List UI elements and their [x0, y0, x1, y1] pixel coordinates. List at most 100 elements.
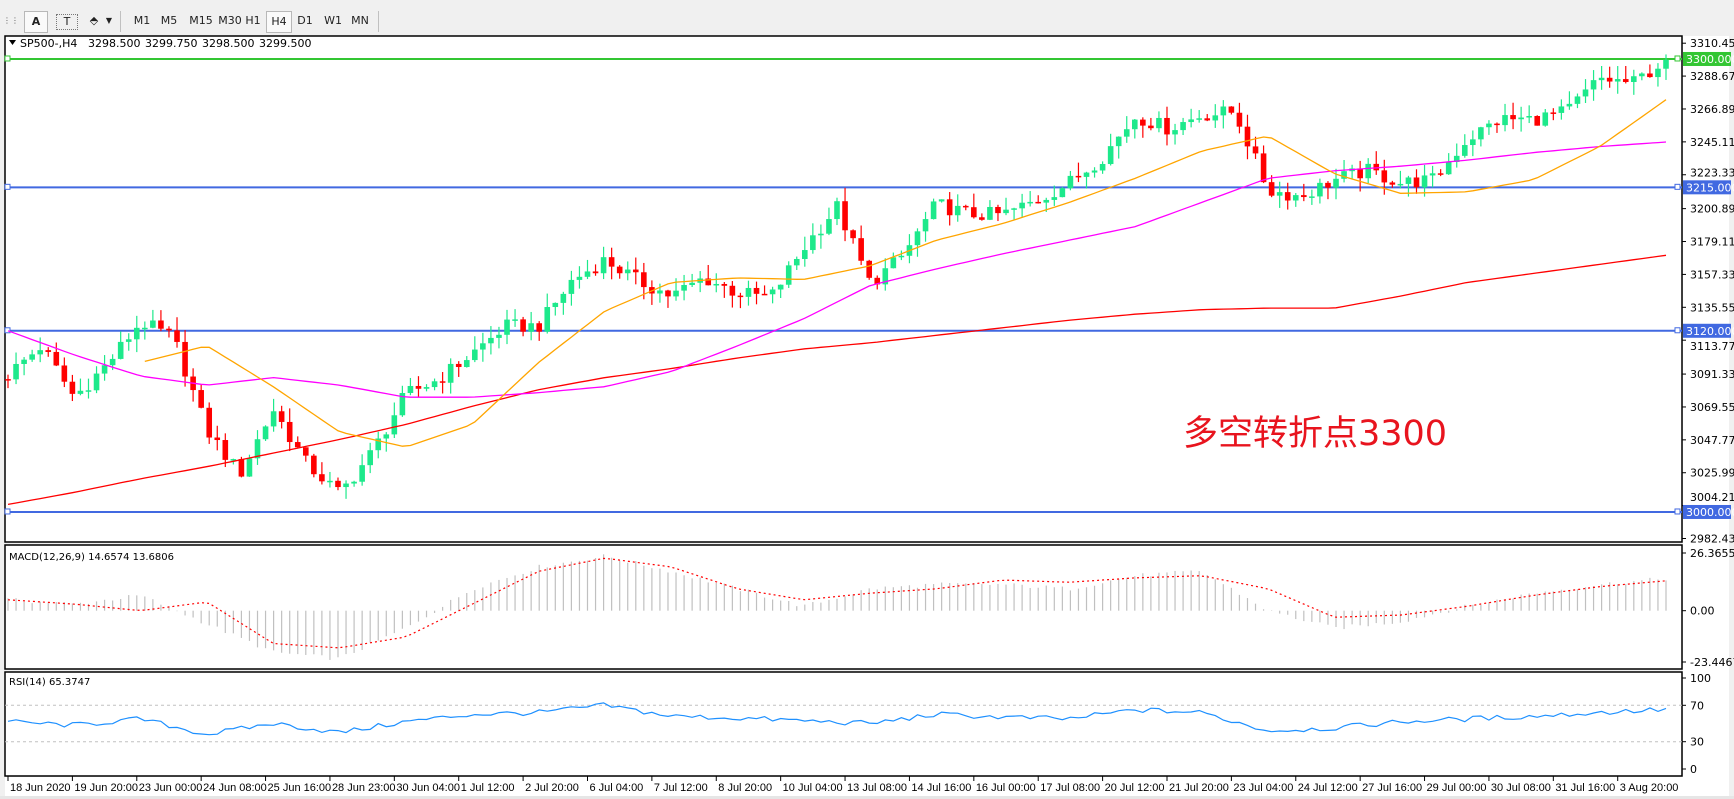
chart-area[interactable]: 3310.450 3288.670 3266.890 3245.110 3223.330…	[0, 35, 1734, 797]
candle-body	[302, 447, 309, 456]
price-axis-label: 3113.770	[1690, 340, 1734, 353]
timeframe-mn-button[interactable]: MN	[351, 14, 369, 27]
candle-body	[1188, 119, 1194, 123]
candle-body	[1260, 153, 1267, 183]
candle-body	[1075, 175, 1082, 178]
candle-body	[1510, 115, 1516, 120]
collapse-triangle-icon[interactable]	[9, 40, 16, 45]
toolbar-grip-icon[interactable]: ⋮⋮	[3, 16, 19, 25]
candle-body	[1606, 77, 1613, 82]
candle-body	[745, 287, 752, 297]
candle-body	[665, 290, 671, 297]
candle-body	[391, 415, 398, 435]
candle-body	[21, 359, 27, 364]
candle-body	[463, 360, 470, 368]
time-axis-label: 31 Jul 16:00	[1555, 782, 1615, 794]
level-handle[interactable]	[1674, 508, 1681, 515]
time-axis-label: 30 Jun 04:00	[396, 782, 460, 794]
timeframe-m15-button[interactable]: M15	[189, 14, 213, 27]
time-axis-label: 23 Jun 00:00	[139, 782, 203, 794]
candle-body	[109, 358, 116, 366]
candle-body	[608, 257, 615, 267]
candle-body	[319, 474, 325, 482]
candle-body	[1204, 118, 1211, 121]
candle-body	[133, 327, 140, 340]
time-axis-label: 10 Jul 04:00	[783, 782, 843, 794]
candle-body	[705, 278, 712, 286]
macd-panel[interactable]	[4, 544, 1683, 670]
candle-body	[1276, 192, 1283, 196]
candle-body	[1091, 170, 1098, 173]
draw-tools-icon[interactable]: ⬘	[89, 14, 99, 27]
candle-body	[383, 434, 390, 439]
candle-body	[1140, 119, 1146, 126]
candle-body	[1228, 106, 1235, 113]
ohlc-low: 3298.500	[202, 37, 255, 50]
moving-average-mid-line	[7, 141, 1667, 398]
level-price-label: 3215.000	[1686, 181, 1734, 194]
time-axis-label: 7 Jul 12:00	[654, 782, 708, 794]
candle-body	[262, 426, 269, 440]
level-handle[interactable]	[4, 508, 11, 515]
timeframe-m5-button[interactable]: M5	[160, 14, 178, 27]
candle-body	[544, 307, 551, 332]
price-axis-label: 3310.450	[1690, 37, 1734, 50]
candle-body	[616, 266, 623, 274]
candle-body	[399, 393, 406, 416]
price-axis-label: 2982.430	[1690, 533, 1734, 546]
price-axis-label: 3069.550	[1690, 401, 1734, 414]
candle-body	[13, 363, 19, 380]
text-label-button[interactable]: T	[56, 14, 78, 30]
level-handle[interactable]	[4, 327, 11, 334]
level-handle[interactable]	[1674, 183, 1681, 190]
main-price-panel[interactable]	[4, 35, 1683, 543]
candle-body	[1003, 209, 1009, 214]
candle-body	[488, 337, 494, 344]
candle-body	[1196, 118, 1202, 120]
candle-body	[802, 250, 808, 259]
timeframe-w1-button[interactable]: W1	[324, 14, 342, 27]
toolbar-separator	[378, 11, 379, 32]
candle-body	[1655, 68, 1661, 78]
time-axis-label: 17 Jul 08:00	[1040, 782, 1100, 794]
candle-body	[914, 231, 921, 246]
candle-body	[343, 483, 349, 488]
candle-body	[930, 201, 937, 220]
candle-body	[1663, 59, 1669, 69]
candle-body	[1453, 155, 1460, 162]
level-price-label: 3120.000	[1686, 325, 1734, 338]
candle-body	[1325, 182, 1331, 188]
time-axis-label: 30 Jul 08:00	[1491, 782, 1551, 794]
price-axis-bg	[1683, 36, 1729, 790]
timeframe-m1-button[interactable]: M1	[133, 14, 151, 27]
level-handle[interactable]	[4, 183, 11, 190]
price-axis-label: 3157.330	[1690, 268, 1734, 281]
candle-body	[560, 293, 567, 303]
candle-body	[85, 390, 92, 392]
candle-body	[359, 465, 365, 482]
level-price-tag	[1683, 323, 1731, 338]
chevron-down-icon[interactable]: ▼	[105, 16, 113, 25]
level-price-tag	[1683, 504, 1731, 519]
candle-body	[238, 459, 245, 477]
candle-body	[584, 271, 591, 277]
time-axis-label: 21 Jul 20:00	[1169, 782, 1229, 794]
timeframe-h4-button[interactable]: H4	[266, 11, 292, 33]
timeframe-d1-button[interactable]: D1	[297, 14, 313, 27]
candle-body	[270, 411, 277, 427]
candle-body	[1486, 123, 1492, 128]
candle-body	[721, 283, 728, 286]
level-handle[interactable]	[4, 55, 11, 62]
candle-body	[568, 279, 575, 294]
font-button[interactable]: A	[24, 11, 48, 33]
level-handle[interactable]	[1674, 55, 1681, 62]
candle-body	[1309, 196, 1315, 198]
level-handle[interactable]	[1674, 327, 1681, 334]
candle-body	[737, 295, 744, 298]
timeframe-m30-button[interactable]: M30	[218, 14, 242, 27]
time-axis-label: 6 Jul 04:00	[589, 782, 643, 794]
candle-body	[206, 407, 213, 438]
rsi-axis-label: 30	[1690, 736, 1704, 749]
timeframe-h1-button[interactable]: H1	[245, 14, 261, 27]
candle-body	[1494, 123, 1500, 126]
